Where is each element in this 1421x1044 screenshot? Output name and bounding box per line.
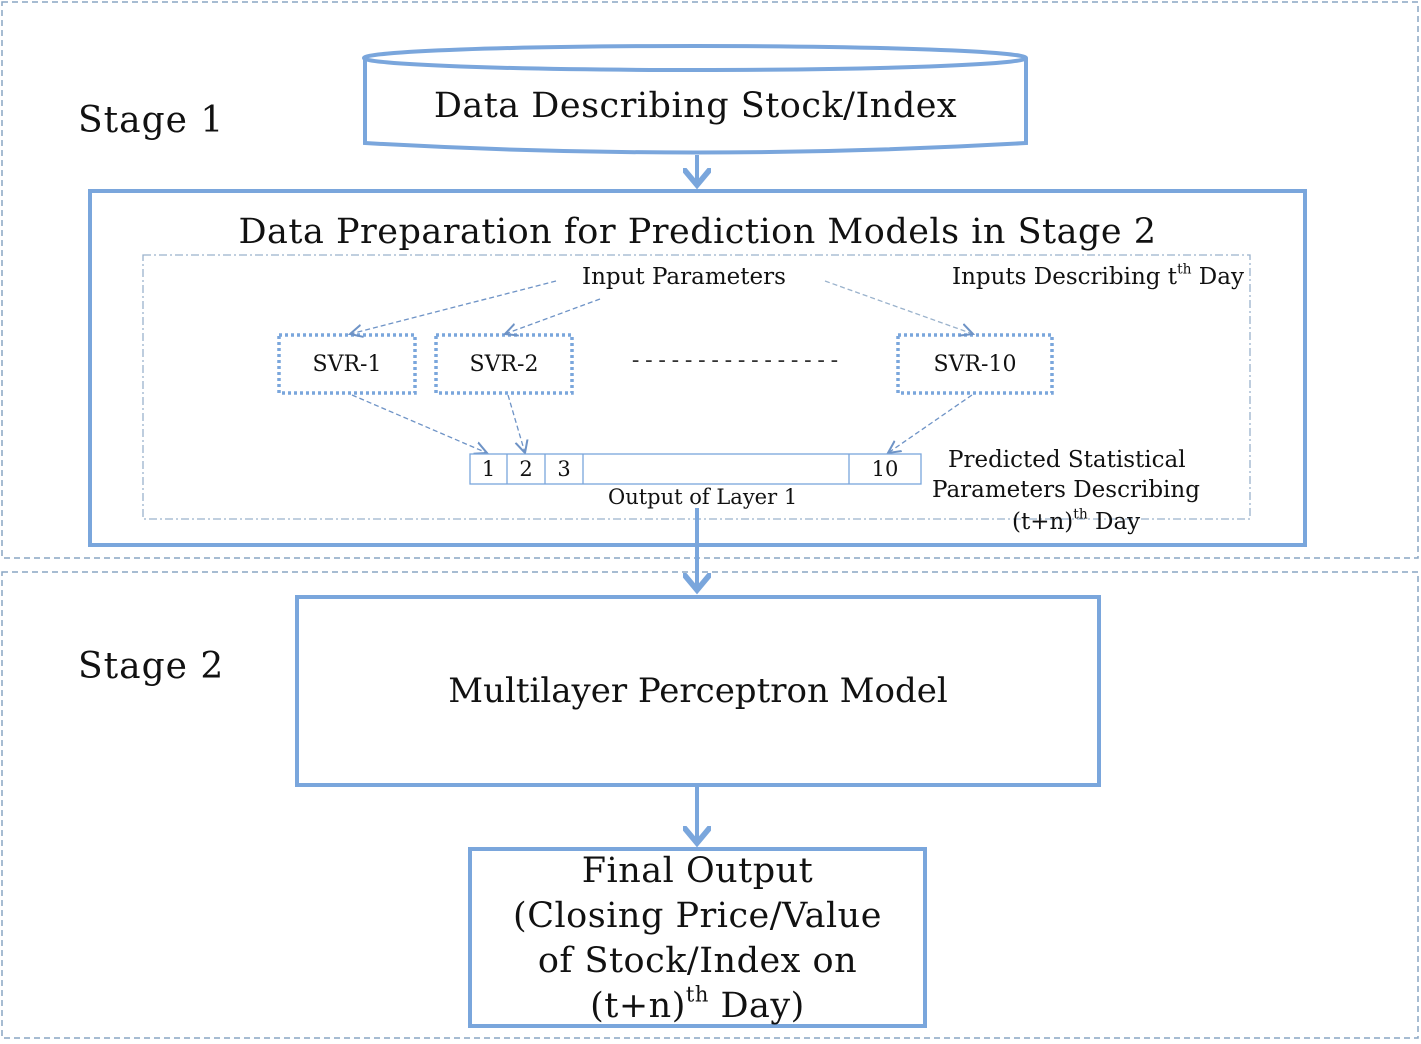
- mlp-label: Multilayer Perceptron Model: [448, 671, 948, 711]
- svr-10-box: [896, 333, 1054, 395]
- data-source-label: Data Describing Stock/Index: [433, 86, 958, 126]
- mlp-box: [295, 595, 1101, 787]
- output-layer-label: Output of Layer 1: [608, 485, 798, 509]
- input-parameters-label: Input Parameters: [582, 264, 786, 290]
- stage2-label: Stage 2: [78, 646, 225, 687]
- output-cell-10: 10: [871, 457, 899, 481]
- final-output-label: Final Output (Closing Price/Value of Sto…: [470, 849, 925, 1026]
- stage1-region: [1, 1, 1419, 559]
- final-output-line-1: Final Output: [581, 851, 814, 891]
- output-cell-1: 1: [481, 457, 496, 481]
- output-arrow-svr-10: [888, 394, 973, 453]
- stage2-region: [1, 571, 1419, 1039]
- input-arrow-svr-1: [350, 280, 557, 334]
- stage1-label: Stage 1: [78, 100, 225, 141]
- output-arrow-svr-2: [507, 394, 525, 453]
- output-cell-3: 3: [557, 457, 571, 481]
- output-cell-2: 2: [519, 457, 533, 481]
- svr-2-box: [434, 333, 574, 395]
- final-output-line-2: (Closing Price/Value: [513, 896, 882, 936]
- svr-1-label: SVR-1: [312, 351, 382, 377]
- final-output-line-3: of Stock/Index on: [537, 941, 858, 981]
- final-output-box: [468, 847, 927, 1028]
- svr-1-box: [277, 333, 417, 395]
- predicted-line-2: Parameters Describing: [932, 477, 1200, 503]
- svr-separator: ----------------: [629, 347, 841, 373]
- final-output-line-4: (t+n)th Day): [590, 982, 805, 1026]
- output-arrow-svr-1: [351, 394, 487, 453]
- inputs-describing-day-label: Inputs Describing tth Day: [952, 261, 1244, 290]
- predicted-line-3: (t+n)th Day: [1012, 506, 1141, 535]
- prep-title: Data Preparation for Prediction Models i…: [238, 212, 1157, 252]
- output-vector: [469, 453, 922, 485]
- predicted-line-1: Predicted Statistical: [948, 447, 1186, 473]
- svr-10-label: SVR-10: [933, 351, 1017, 377]
- input-arrow-svr-10: [824, 280, 973, 334]
- data-source-cylinder: [362, 44, 1028, 155]
- svr-2-label: SVR-2: [469, 351, 539, 377]
- input-arrow-svr-2: [505, 298, 601, 334]
